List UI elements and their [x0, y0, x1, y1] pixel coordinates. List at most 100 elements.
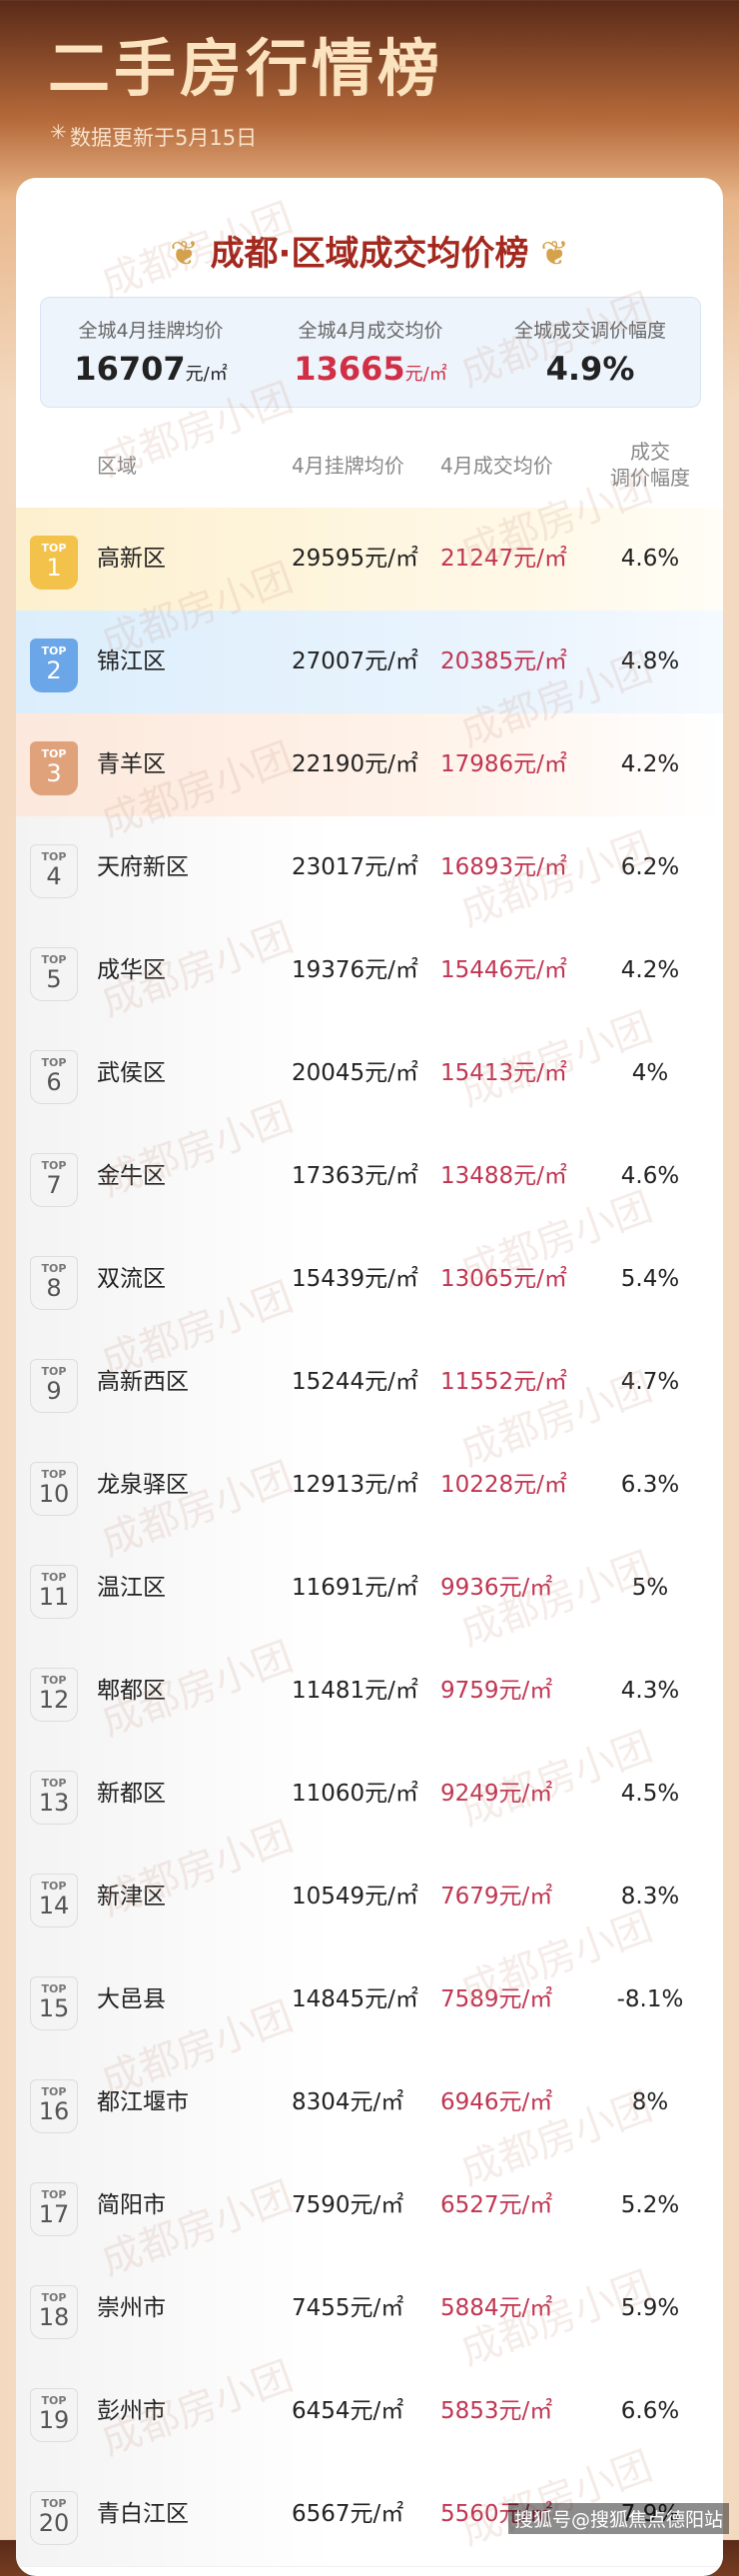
rank-tag: TOP — [41, 2188, 67, 2201]
price-change: 8.3% — [620, 1884, 680, 1910]
deal-price: 20385元/㎡ — [440, 648, 567, 674]
rank-number: 9 — [46, 1377, 62, 1405]
table-row: TOP 9 高新西区 15244元/㎡ 11552元/㎡ 4.7% — [16, 1331, 723, 1435]
listing-price: 12913元/㎡ — [292, 1472, 418, 1498]
column-header: 成交 — [630, 440, 670, 464]
deal-price: 17986元/㎡ — [440, 751, 567, 777]
table-row: TOP 6 武侯区 20045元/㎡ 15413元/㎡ 4% — [16, 1022, 723, 1126]
rank-tag: TOP — [41, 747, 67, 760]
district-name: 成华区 — [97, 957, 166, 983]
rank-number: 5 — [46, 965, 62, 993]
rank-tag: TOP — [41, 1468, 67, 1481]
summary-number: 4.9% — [545, 350, 635, 388]
deal-price: 13488元/㎡ — [440, 1163, 567, 1189]
summary-value: 13665元/㎡ — [261, 350, 480, 388]
district-name: 简阳市 — [97, 2192, 166, 2218]
rank-tag: TOP — [41, 1365, 67, 1378]
listing-price: 14845元/㎡ — [292, 1986, 418, 2012]
price-change: 4% — [631, 1060, 669, 1086]
listing-price: 10549元/㎡ — [292, 1884, 418, 1910]
rank-badge: TOP 1 — [30, 536, 78, 590]
rank-tag: TOP — [41, 2085, 67, 2098]
rank-tag: TOP — [41, 644, 67, 657]
listing-price: 22190元/㎡ — [292, 751, 418, 777]
rank-badge: TOP 11 — [30, 1565, 78, 1619]
deal-price: 9759元/㎡ — [440, 1678, 553, 1704]
price-change: 5.4% — [620, 1266, 680, 1292]
listing-price: 29595元/㎡ — [292, 546, 418, 572]
rank-badge: TOP 2 — [30, 639, 78, 692]
listing-price: 23017元/㎡ — [292, 854, 418, 880]
deal-price: 11552元/㎡ — [440, 1369, 567, 1395]
rank-tag: TOP — [41, 2291, 67, 2304]
listing-price: 20045元/㎡ — [292, 1060, 418, 1086]
update-note: 数据更新于5月15日 — [70, 126, 258, 150]
watermark: 成都房小团 — [95, 194, 300, 307]
page-title: 二手房行情榜 — [48, 32, 444, 105]
rank-badge: TOP 13 — [30, 1771, 78, 1825]
price-change: 6.6% — [620, 2398, 680, 2424]
table-row: TOP 5 成华区 19376元/㎡ 15446元/㎡ 4.2% — [16, 919, 723, 1023]
rank-badge: TOP 17 — [30, 2182, 78, 2236]
price-change: 4.6% — [620, 546, 680, 572]
summary-label: 全城4月成交均价 — [298, 320, 443, 342]
district-name: 崇州市 — [97, 2295, 166, 2321]
deal-price: 6946元/㎡ — [440, 2089, 553, 2115]
price-change: 4.3% — [620, 1678, 680, 1704]
rank-number: 7 — [46, 1171, 62, 1199]
laurel: ❦ — [170, 234, 211, 274]
summary-label: 全城4月挂牌均价 — [78, 320, 224, 342]
table-row: TOP 12 郫都区 11481元/㎡ 9759元/㎡ 4.3% — [16, 1640, 723, 1744]
rank-number: 16 — [38, 2097, 70, 2125]
listing-price: 8304元/㎡ — [292, 2089, 404, 2115]
rank-number: 6 — [46, 1068, 62, 1096]
price-change: 6.2% — [620, 854, 680, 880]
rank-badge: TOP 14 — [30, 1874, 78, 1928]
district-name: 温江区 — [97, 1575, 166, 1601]
price-change: 4.2% — [620, 751, 680, 777]
listing-price: 15244元/㎡ — [292, 1369, 418, 1395]
deal-price: 16893元/㎡ — [440, 854, 567, 880]
table-row: TOP 17 简阳市 7590元/㎡ 6527元/㎡ 5.2% — [16, 2154, 723, 2258]
rank-number: 13 — [38, 1789, 70, 1817]
listing-price: 17363元/㎡ — [292, 1163, 418, 1189]
rank-tag: TOP — [41, 1982, 67, 1995]
district-name: 天府新区 — [97, 854, 189, 880]
deal-price: 5560元/㎡ — [440, 2501, 553, 2527]
district-name: 彭州市 — [97, 2398, 166, 2424]
summary-unit: 元/㎡ — [404, 364, 447, 385]
district-name: 新津区 — [97, 1884, 166, 1910]
rank-tag: TOP — [41, 2394, 67, 2407]
price-change: 4.2% — [620, 957, 680, 983]
rank-number: 12 — [38, 1686, 70, 1714]
summary-value: 16707元/㎡ — [41, 350, 261, 388]
rank-number: 19 — [38, 2406, 70, 2434]
listing-price: 11060元/㎡ — [292, 1781, 418, 1807]
listing-price: 11481元/㎡ — [292, 1678, 418, 1704]
price-change: 4.7% — [620, 1369, 680, 1395]
rank-badge: TOP 12 — [30, 1668, 78, 1722]
rank-badge: TOP 7 — [30, 1153, 78, 1207]
rank-tag: TOP — [41, 1056, 67, 1069]
table-row: TOP 11 温江区 11691元/㎡ 9936元/㎡ 5% — [16, 1537, 723, 1641]
rank-badge: TOP 6 — [30, 1050, 78, 1104]
deal-price: 9249元/㎡ — [440, 1781, 553, 1807]
district-name: 高新西区 — [97, 1369, 189, 1395]
rank-number: 4 — [46, 862, 62, 890]
summary-number: 16707 — [74, 350, 186, 388]
deal-price: 5853元/㎡ — [440, 2398, 553, 2424]
rank-badge: TOP 5 — [30, 947, 78, 1001]
card-title: ❦ 成都·区域成交均价榜 ❦ — [16, 226, 723, 275]
rank-number: 20 — [38, 2509, 70, 2537]
deal-price: 15446元/㎡ — [440, 957, 567, 983]
rank-badge: TOP 9 — [30, 1359, 78, 1413]
table-row: TOP 2 锦江区 27007元/㎡ 20385元/㎡ 4.8% — [16, 611, 723, 714]
price-change: 5.9% — [620, 2295, 680, 2321]
rank-number: 15 — [38, 1994, 70, 2022]
rank-number: 17 — [38, 2200, 70, 2228]
rank-tag: TOP — [41, 1159, 67, 1172]
district-name: 大邑县 — [97, 1986, 166, 2012]
price-change: 4.8% — [620, 648, 680, 674]
rank-number: 1 — [46, 554, 62, 582]
table-row: TOP 15 大邑县 14845元/㎡ 7589元/㎡ -8.1% — [16, 1948, 723, 2052]
